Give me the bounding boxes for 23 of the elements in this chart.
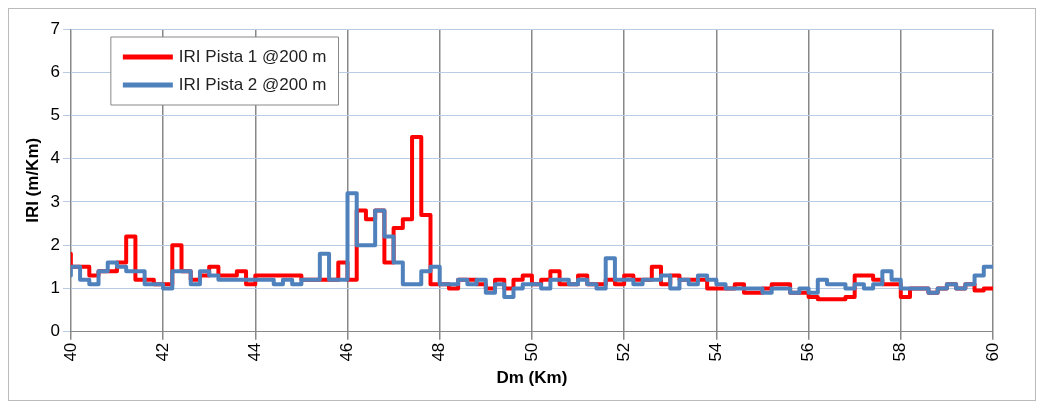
x-tick-label: 60 <box>982 342 1002 362</box>
x-tick-label: 52 <box>613 342 633 362</box>
y-tick-label: 3 <box>50 191 60 211</box>
x-tick-label: 46 <box>337 342 357 362</box>
y-tick-label: 6 <box>50 61 60 81</box>
x-tick-label: 58 <box>890 342 910 362</box>
x-tick-label: 54 <box>706 342 726 362</box>
y-tick-label: 0 <box>50 321 60 341</box>
y-tick-label: 4 <box>50 148 60 168</box>
x-tick-label: 48 <box>429 342 449 362</box>
x-tick-label: 50 <box>521 342 541 362</box>
x-tick-label: 40 <box>60 342 80 362</box>
x-tick-label: 56 <box>798 342 818 362</box>
y-tick-label: 2 <box>50 234 60 254</box>
y-axis-title: IRI (m/Km) <box>22 137 42 223</box>
legend-label: IRI Pista 1 @200 m <box>178 46 327 66</box>
y-tick-label: 1 <box>50 278 60 298</box>
x-tick-label: 44 <box>244 342 264 362</box>
x-tick-label: 42 <box>152 342 172 362</box>
y-tick-label: 7 <box>50 18 60 38</box>
x-axis-title: Dm (Km) <box>496 368 568 388</box>
y-tick-label: 5 <box>50 105 60 125</box>
legend-label: IRI Pista 2 @200 m <box>178 74 327 94</box>
